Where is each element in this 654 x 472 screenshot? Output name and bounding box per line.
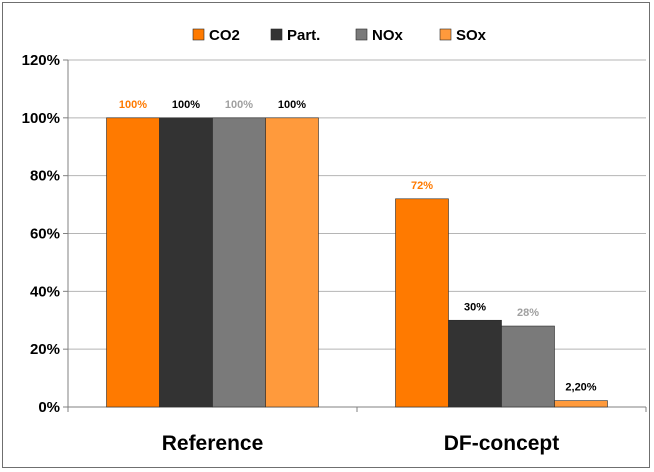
bar-co2-dfconcept — [396, 199, 449, 407]
data-label: 2,20% — [565, 382, 596, 394]
y-tick-label: 0% — [38, 399, 60, 416]
data-label: 72% — [411, 180, 433, 192]
data-label: 100% — [172, 99, 200, 111]
legend-label: CO2 — [209, 27, 240, 44]
y-tick-labels: 0% 20% 40% 60% 80% 100% 120% — [22, 52, 60, 416]
y-tick-label: 120% — [22, 52, 60, 69]
legend-swatch — [271, 29, 282, 40]
bar-nox-dfconcept — [502, 326, 555, 407]
data-label: 30% — [464, 301, 486, 313]
bar-sox-reference — [266, 118, 319, 407]
y-tick-label: 80% — [30, 168, 60, 185]
y-tick-label: 20% — [30, 341, 60, 358]
legend-swatch — [356, 29, 367, 40]
category-labels: Reference DF-concept — [162, 432, 560, 455]
legend-swatch — [440, 29, 451, 40]
legend: CO2 Part. NOx SOx — [193, 27, 487, 44]
legend-label: SOx — [456, 27, 487, 44]
bar-part-reference — [160, 118, 213, 407]
y-tick-label: 100% — [22, 110, 60, 127]
bar-sox-dfconcept — [555, 401, 608, 407]
legend-label: NOx — [372, 27, 404, 44]
bars — [107, 118, 608, 407]
data-label: 28% — [517, 307, 539, 319]
legend-label: Part. — [287, 27, 320, 44]
data-label: 100% — [119, 99, 147, 111]
x-category-label: DF-concept — [444, 432, 560, 455]
data-label: 100% — [225, 99, 253, 111]
y-tick-label: 40% — [30, 283, 60, 300]
bar-nox-reference — [213, 118, 266, 407]
data-label: 100% — [278, 99, 306, 111]
bar-part-dfconcept — [449, 320, 502, 407]
legend-swatch — [193, 29, 204, 40]
x-category-label: Reference — [162, 432, 264, 455]
y-tick-label: 60% — [30, 226, 60, 243]
bar-co2-reference — [107, 118, 160, 407]
